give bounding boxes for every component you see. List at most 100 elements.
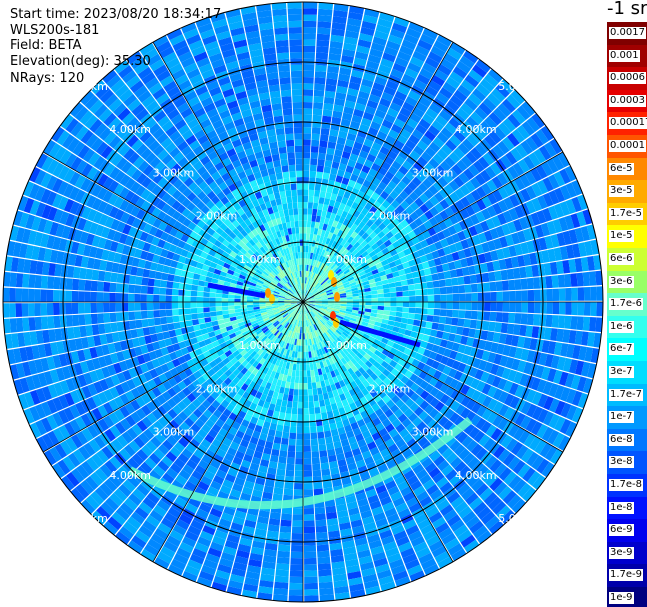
range-gate — [196, 394, 206, 404]
range-gate — [565, 421, 578, 438]
range-gate — [313, 196, 320, 204]
range-gate — [374, 349, 382, 357]
range-gate — [301, 302, 303, 308]
range-gate — [493, 481, 508, 496]
range-gate — [402, 302, 410, 308]
range-gate — [291, 351, 296, 358]
range-gate — [171, 302, 179, 309]
range-gate — [184, 565, 200, 577]
range-gate — [508, 346, 517, 358]
range-gate — [484, 455, 498, 469]
range-gate — [367, 323, 375, 329]
range-gate — [294, 338, 298, 346]
range-gate — [245, 427, 254, 437]
range-gate — [362, 430, 372, 439]
range-gate — [508, 423, 520, 438]
range-gate — [578, 346, 587, 361]
range-gate — [204, 449, 216, 459]
range-gate — [192, 319, 200, 326]
range-gate — [283, 387, 290, 395]
range-gate — [308, 189, 315, 197]
range-gate — [269, 349, 275, 357]
range-gate — [304, 333, 307, 340]
range-gate — [388, 315, 396, 322]
range-gate — [408, 530, 423, 542]
range-gate — [424, 393, 435, 404]
range-gate — [587, 332, 596, 347]
range-gate — [311, 376, 316, 383]
range-gate — [534, 439, 547, 455]
range-gate — [324, 324, 330, 330]
range-gate — [505, 357, 515, 369]
range-gate — [364, 456, 375, 466]
range-gate — [297, 189, 303, 196]
range-gate — [246, 296, 254, 300]
range-gate — [303, 445, 311, 452]
range-gate — [303, 489, 314, 496]
range-gate — [296, 339, 300, 346]
range-gate — [260, 350, 267, 358]
range-gate — [307, 389, 313, 396]
range-gate — [348, 436, 357, 445]
range-gate — [337, 315, 344, 320]
range-gate — [345, 346, 352, 353]
range-gate — [40, 303, 48, 316]
range-gate — [198, 459, 210, 470]
range-gate — [359, 471, 371, 481]
range-gate — [438, 372, 448, 383]
range-gate — [390, 404, 400, 414]
range-gate — [379, 341, 387, 349]
range-gate — [261, 344, 268, 351]
range-gate — [303, 451, 312, 459]
range-gate — [150, 436, 162, 448]
range-gate — [303, 302, 309, 304]
range-gate — [434, 302, 441, 309]
range-gate — [497, 448, 511, 463]
range-gate — [531, 406, 543, 421]
range-gate — [318, 444, 327, 452]
range-gate — [398, 443, 410, 454]
range-gate — [486, 373, 496, 386]
range-gate — [228, 305, 235, 310]
range-gate — [480, 330, 489, 341]
range-gate — [280, 197, 287, 205]
range-gate — [298, 314, 301, 321]
range-gate — [209, 507, 223, 518]
range-gate — [362, 318, 370, 323]
range-gate — [566, 344, 575, 358]
range-gate — [303, 345, 306, 352]
range-gate — [71, 302, 79, 315]
range-gate — [241, 459, 251, 469]
range-gate — [319, 594, 335, 602]
range-gate — [297, 408, 303, 415]
range-gate — [454, 461, 467, 474]
range-gate — [140, 285, 148, 294]
range-gate — [299, 239, 303, 246]
range-gate — [331, 349, 337, 356]
range-gate — [379, 327, 387, 333]
range-gate — [308, 401, 315, 409]
range-gate — [72, 314, 80, 327]
range-gate — [442, 365, 452, 376]
range-gate — [288, 350, 293, 357]
range-gate — [339, 432, 348, 441]
range-gate — [522, 467, 536, 482]
range-gate — [153, 294, 160, 302]
range-gate — [254, 528, 267, 537]
range-gate — [319, 361, 325, 369]
range-gate — [110, 322, 118, 333]
range-gate — [550, 448, 563, 465]
range-gate — [414, 376, 424, 386]
range-gate — [108, 474, 122, 488]
range-gate — [349, 583, 365, 592]
range-gate — [312, 114, 322, 122]
range-gate — [274, 33, 289, 41]
range-gate — [294, 139, 303, 146]
range-gate — [498, 391, 509, 404]
range-gate — [161, 455, 174, 468]
range-gate — [429, 434, 440, 446]
range-gate — [297, 252, 301, 259]
range-gate — [513, 371, 523, 384]
range-gate — [287, 330, 292, 337]
